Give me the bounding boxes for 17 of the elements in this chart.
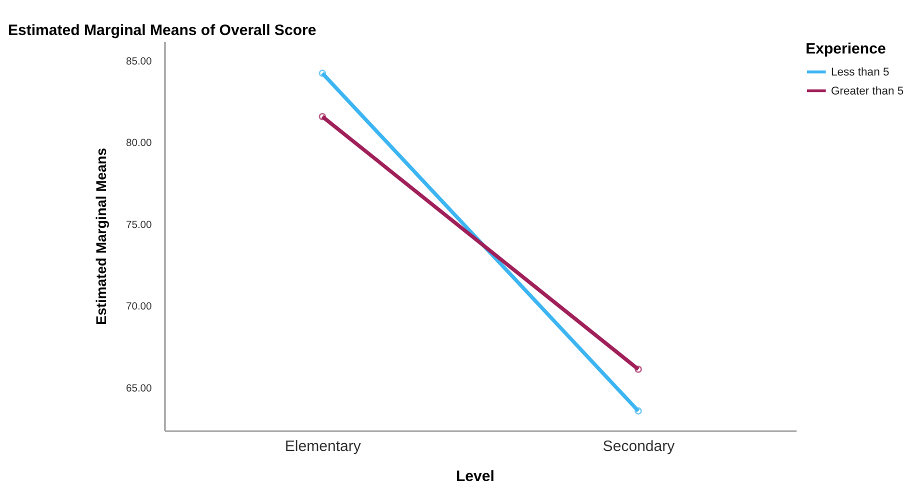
y-tick-label: 80.00	[126, 138, 152, 150]
y-axis-title: Estimated Marginal Means	[93, 148, 110, 325]
point	[318, 70, 326, 77]
y-tick-label: 75.00	[126, 220, 152, 231]
x-axis-title: Level	[456, 468, 494, 485]
y-tick-label: 85.00	[126, 56, 152, 68]
y-tick-label: 65.00	[126, 383, 152, 394]
point	[634, 366, 642, 373]
legend-label: Less than 5	[830, 66, 890, 79]
point	[634, 407, 642, 415]
legend-label: Greater than 5	[830, 86, 904, 98]
legend-title: Experience	[806, 40, 886, 58]
x-tick-label: Secondary	[602, 438, 676, 455]
chart-title: Estimated Marginal Means of Overall Score	[8, 22, 316, 39]
x-tick-label: Elementary	[284, 438, 362, 455]
y-tick-label: 70.00	[126, 302, 152, 313]
point	[318, 112, 326, 120]
